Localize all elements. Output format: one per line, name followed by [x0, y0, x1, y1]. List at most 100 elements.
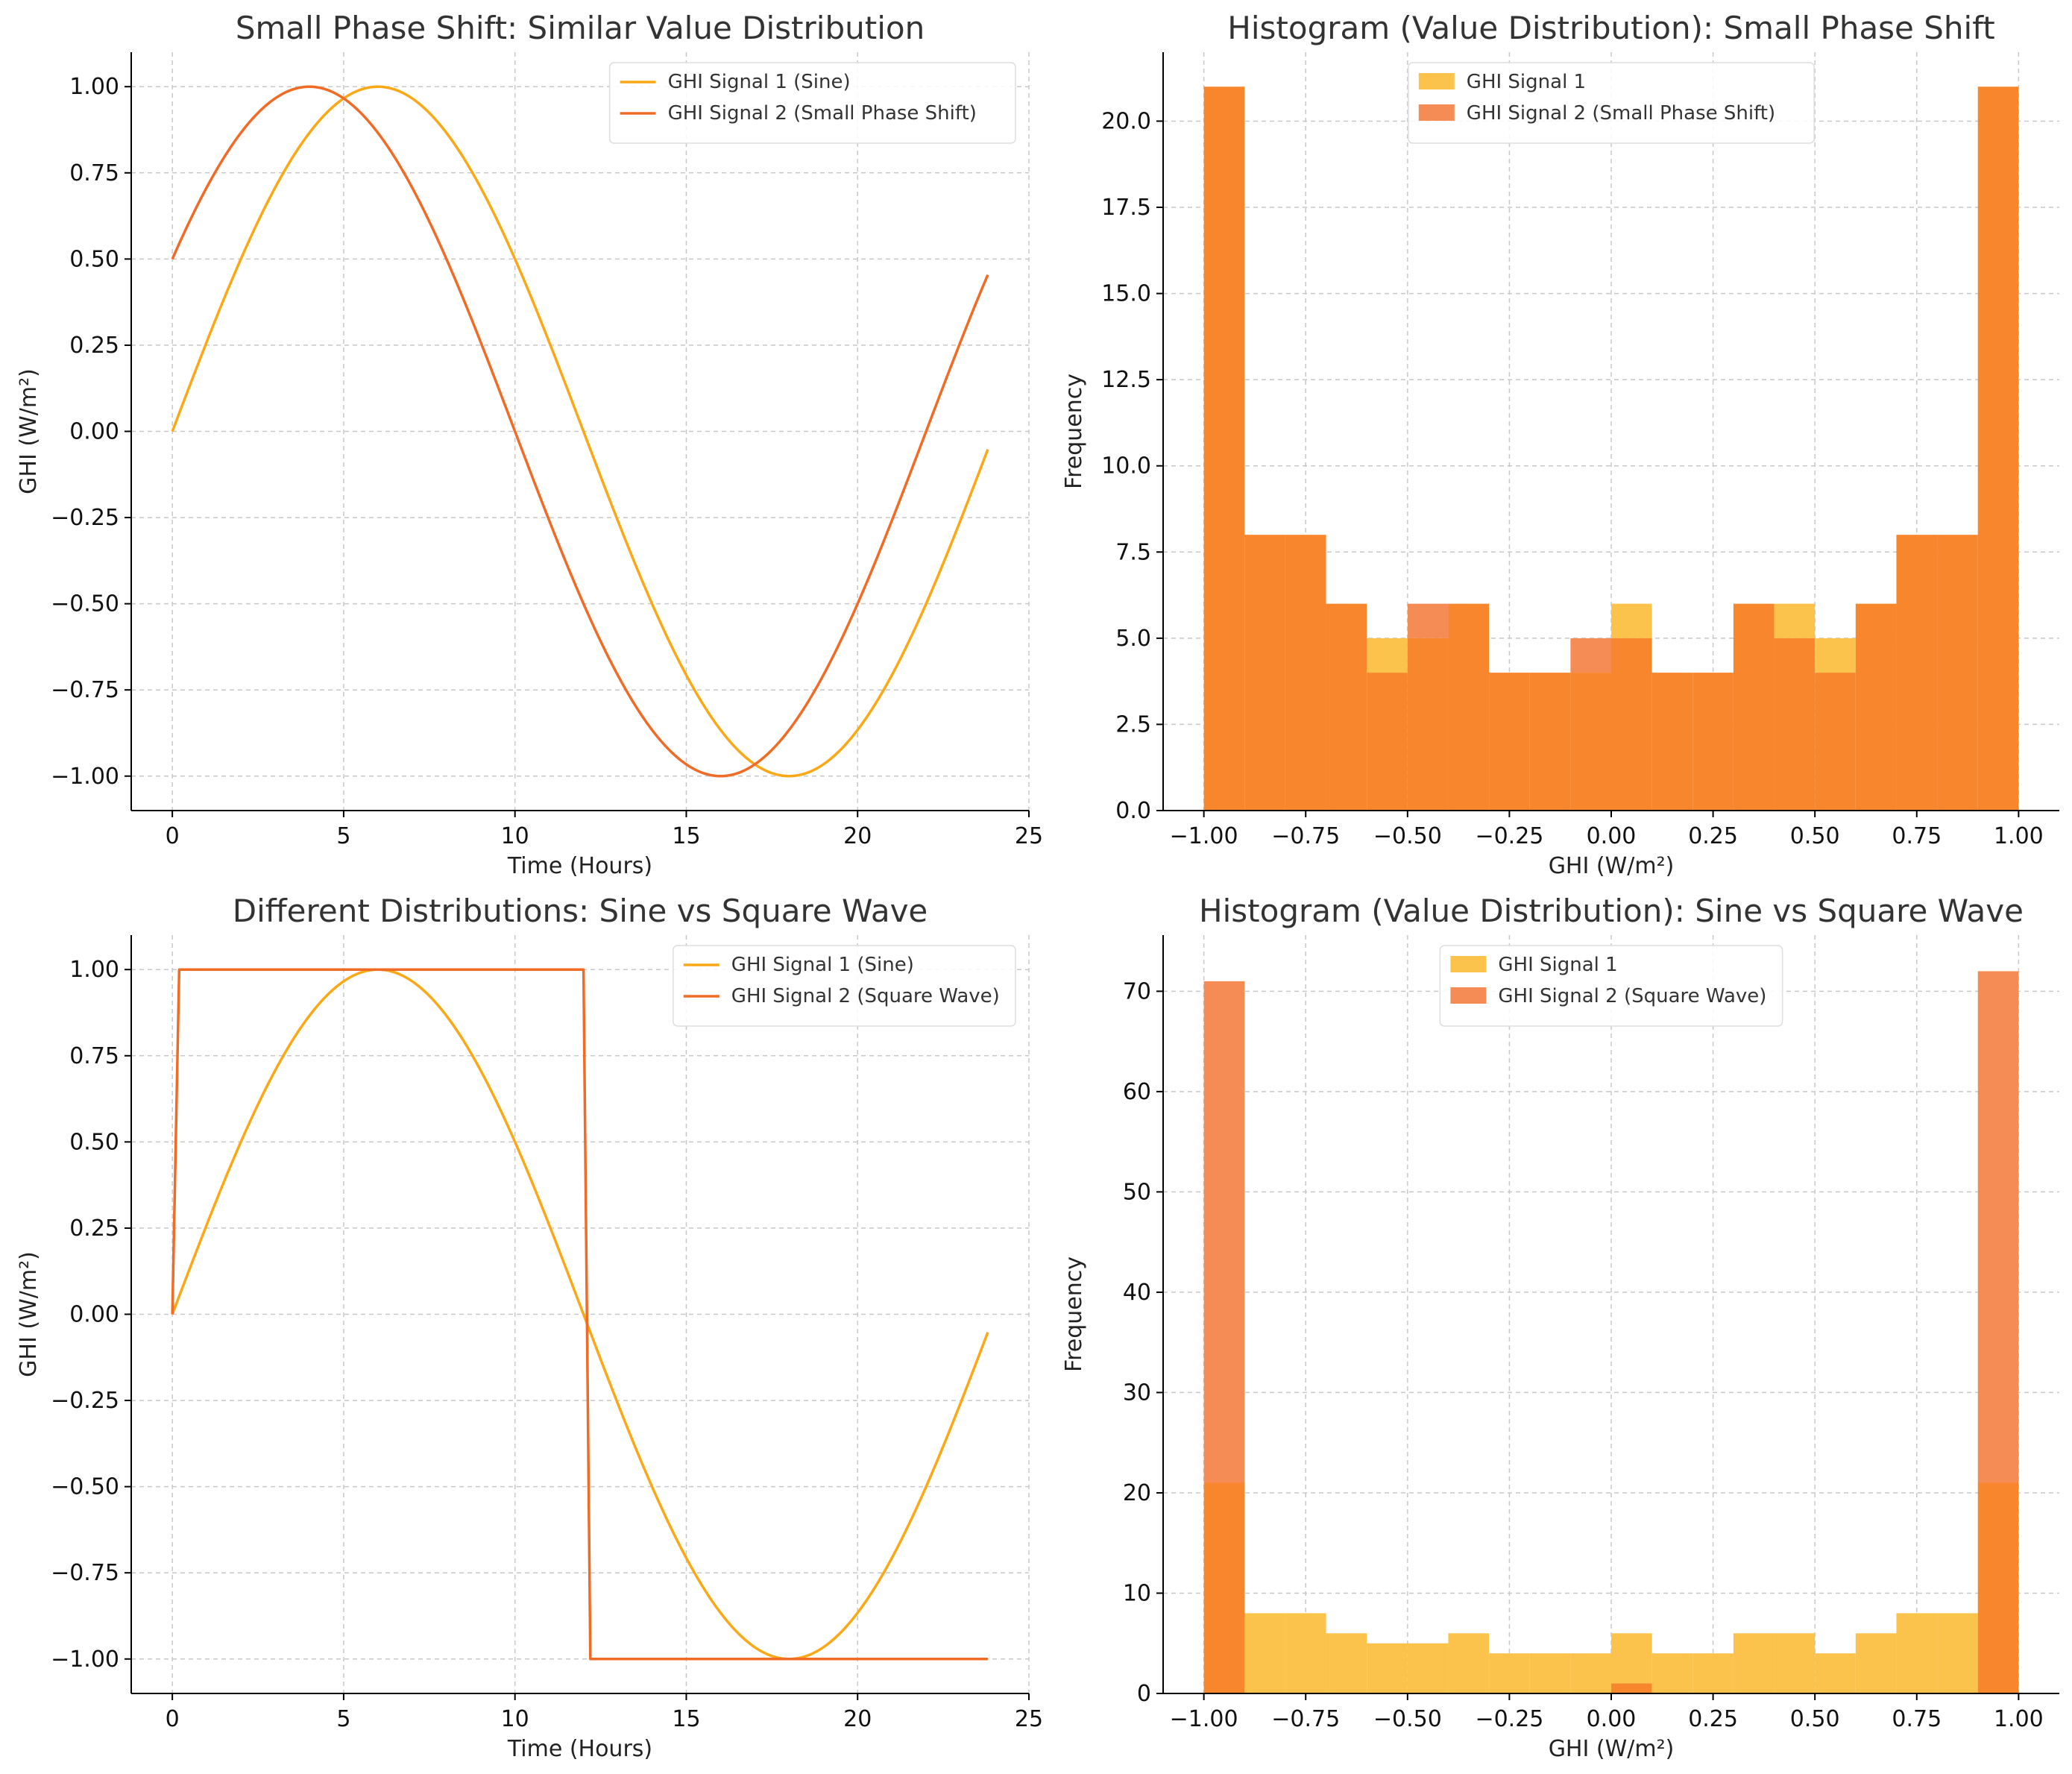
x-axis-label: Time (Hours): [507, 1736, 652, 1762]
histogram-bar: [1529, 673, 1571, 811]
histogram-bar: [1611, 1633, 1652, 1684]
histogram-bar: [1367, 1643, 1408, 1693]
x-tick-label: 15: [672, 1706, 700, 1732]
histogram-bar: [1285, 1613, 1326, 1693]
histogram-bar: [1244, 1613, 1285, 1693]
x-tick-label: −0.25: [1475, 823, 1543, 849]
x-tick-label: 0.00: [1587, 1706, 1637, 1732]
y-tick-label: 17.5: [1101, 195, 1151, 221]
y-tick-label: 20.0: [1101, 108, 1151, 134]
histogram-bar: [1774, 603, 1816, 638]
histogram-bar: [1529, 1653, 1571, 1693]
histogram-bar: [1203, 87, 1245, 811]
y-tick-label: −0.75: [51, 1560, 119, 1586]
histogram-bar: [1203, 1482, 1245, 1693]
chart-title: Histogram (Value Distribution): Sine vs …: [1199, 893, 2024, 929]
y-axis-label: GHI (W/m²): [16, 368, 42, 494]
x-tick-label: 0: [166, 823, 180, 849]
histogram-bar: [1489, 673, 1530, 811]
histogram-bar: [1977, 87, 2019, 811]
y-tick-label: −0.25: [51, 1388, 119, 1414]
legend-box: [608, 62, 1016, 144]
legend-label: GHI Signal 2 (Small Phase Shift): [1467, 102, 1775, 125]
y-tick-label: 0.25: [69, 333, 119, 359]
histogram-bar: [1977, 1482, 2019, 1693]
histogram-bar: [1203, 981, 1245, 1483]
x-tick-label: −0.75: [1271, 1706, 1340, 1732]
series-line-2: [171, 968, 988, 1661]
histogram-bar: [1815, 1653, 1856, 1693]
histogram-bar: [1937, 535, 1978, 811]
chart-title: Different Distributions: Sine vs Square …: [233, 893, 928, 929]
y-tick-label: 60: [1123, 1079, 1151, 1105]
x-tick-label: −0.50: [1373, 823, 1442, 849]
x-tick-label: 0.00: [1587, 823, 1637, 849]
y-axis-label: Frequency: [1061, 1256, 1087, 1372]
legend: GHI Signal 1 (Sine) GHI Signal 2 (Square …: [673, 945, 1016, 1027]
histogram-bar: [1570, 673, 1611, 811]
series-line-1: [171, 968, 989, 1661]
histogram-bar: [1651, 1653, 1693, 1693]
y-tick-label: 30: [1123, 1380, 1151, 1406]
histogram-bar: [1937, 1613, 1978, 1693]
histogram-bar: [1855, 1633, 1897, 1693]
legend-swatch-patch: [1418, 73, 1455, 89]
y-tick-label: 0.50: [69, 1129, 119, 1155]
x-tick-label: −0.75: [1271, 823, 1340, 849]
x-axis-label: Time (Hours): [507, 853, 652, 879]
x-tick-label: 25: [1015, 823, 1043, 849]
y-tick-label: 12.5: [1101, 367, 1151, 393]
legend-label: GHI Signal 1 (Sine): [731, 954, 914, 976]
x-tick-label: 10: [501, 1706, 529, 1732]
x-tick-label: 20: [843, 823, 872, 849]
histogram-bar: [1489, 1653, 1530, 1693]
y-tick-label: 5.0: [1115, 626, 1151, 652]
x-axis-label: GHI (W/m²): [1549, 1736, 1675, 1762]
histogram-bar: [1611, 603, 1652, 638]
legend-swatch-patch: [1450, 956, 1487, 972]
series-line-2: [171, 85, 989, 778]
histogram-bar: [1367, 673, 1408, 811]
x-tick-label: 0.75: [1892, 1706, 1942, 1732]
histogram-bar: [1692, 1653, 1734, 1693]
y-tick-label: −0.75: [51, 677, 119, 703]
x-tick-label: 1.00: [1994, 823, 2044, 849]
histogram-bar: [1407, 638, 1449, 811]
x-tick-label: 0.50: [1790, 823, 1840, 849]
y-tick-label: 0.0: [1115, 798, 1151, 824]
x-tick-label: 0.25: [1688, 823, 1738, 849]
histogram-bar: [1367, 638, 1408, 673]
legend: GHI Signal 1 GHI Signal 2 (Small Phase Sh…: [1408, 62, 1815, 144]
histogram-bar: [1977, 971, 2019, 1483]
legend-label: GHI Signal 2 (Square Wave): [1498, 985, 1766, 1007]
chart-panel-4: −1.00 −0.75 −0.50 −0.25 0.00 0.25 0.50 0.75 1.00…: [1061, 893, 2059, 1762]
x-tick-label: −0.25: [1475, 1706, 1543, 1732]
x-tick-label: 0.75: [1892, 823, 1942, 849]
y-tick-label: 40: [1123, 1280, 1151, 1306]
y-tick-label: −0.25: [51, 505, 119, 531]
y-axis-label: Frequency: [1061, 374, 1087, 489]
histogram-bar: [1774, 1633, 1816, 1693]
legend-box: [1408, 62, 1815, 144]
histogram-bar: [1326, 603, 1367, 811]
y-tick-label: 70: [1123, 978, 1151, 1004]
x-tick-label: 20: [843, 1706, 872, 1732]
legend-swatch-patch: [1418, 104, 1455, 121]
x-tick-label: −1.00: [1170, 1706, 1238, 1732]
y-tick-label: 0.00: [69, 1302, 119, 1328]
y-tick-label: −1.00: [51, 1646, 119, 1673]
x-tick-label: 25: [1015, 1706, 1043, 1732]
chart-panel-2: −1.00 −0.75 −0.50 −0.25 0.00 0.25 0.50 0.75 1.00…: [1061, 10, 2059, 879]
x-tick-label: 0.25: [1688, 1706, 1738, 1732]
y-tick-label: 1.00: [69, 957, 119, 983]
legend-label: GHI Signal 1: [1498, 954, 1617, 976]
y-tick-label: 10.0: [1101, 453, 1151, 479]
histogram-bar: [1651, 673, 1693, 811]
x-axis-label: GHI (W/m²): [1549, 853, 1675, 879]
x-tick-label: 5: [336, 823, 350, 849]
histogram-bar: [1244, 535, 1285, 811]
legend-box: [1439, 945, 1783, 1027]
histogram-bar: [1774, 638, 1816, 811]
chart-panel-1: 0 5 10 15 20 25 −1.00 −0.75 −0.50 −0.25 0.00 0.25 0.…: [16, 10, 1043, 879]
